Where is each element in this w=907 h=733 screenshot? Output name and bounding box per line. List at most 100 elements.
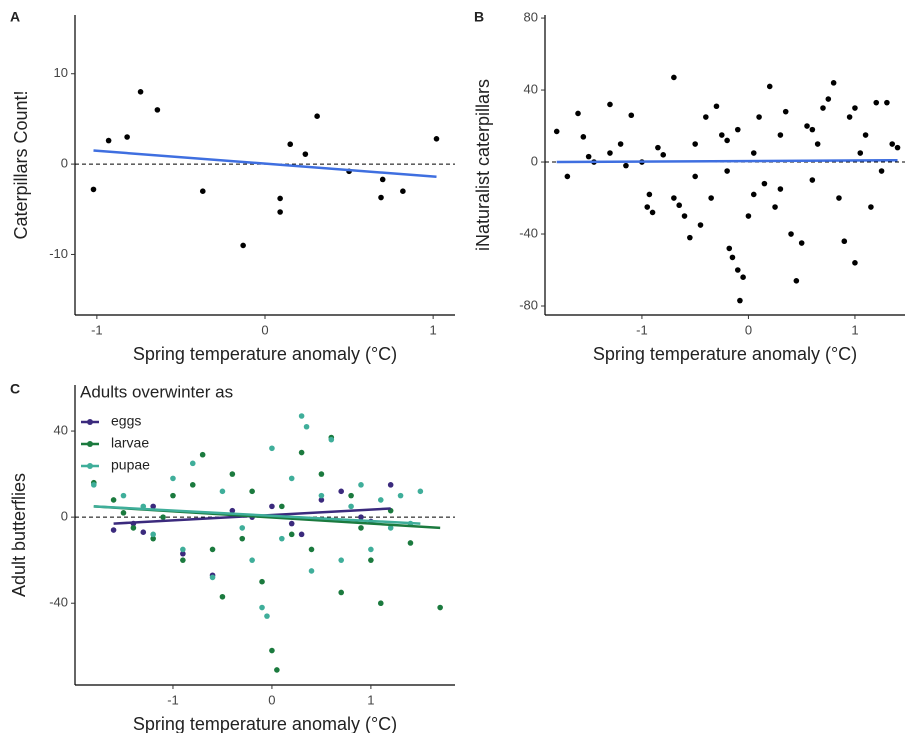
fit-line [93,505,421,525]
legend-dot [87,419,93,425]
point [379,176,386,183]
y-axis-label: Caterpillars Count! [11,90,31,239]
x-axis-label: Spring temperature anomaly (°C) [133,344,397,364]
point [734,126,741,133]
point [189,460,196,467]
point [274,667,280,673]
legend-label: eggs [111,413,141,429]
point [277,195,283,202]
y-tick-label: -40 [49,595,68,610]
point [809,177,816,183]
legend-dot [87,463,93,469]
y-tick-label: -10 [49,246,68,261]
legend-title: Adults overwinter as [80,382,233,401]
point [708,195,714,201]
point [110,497,117,503]
point [189,482,196,488]
point [798,240,805,246]
point [873,99,880,106]
point [120,510,127,516]
point [318,497,325,503]
point [607,101,613,108]
point [348,492,354,499]
point [687,234,693,241]
point [852,260,858,266]
point [318,492,325,499]
x-tick-label: 0 [745,322,752,337]
point [288,520,295,527]
point [804,123,810,129]
legend-label: larvae [111,435,149,451]
y-tick-label: 10 [54,65,68,80]
point [90,186,97,193]
point [761,180,768,187]
point [209,574,216,581]
point [623,162,629,169]
y-tick-label: 0 [61,509,68,524]
point [646,191,653,198]
point [756,114,762,120]
point [437,604,443,611]
point [407,540,414,546]
point [259,604,265,611]
y-axis-label: Adult butterflies [9,473,29,597]
point [777,186,784,192]
point [825,96,832,102]
point [387,482,394,488]
point [852,105,858,111]
point [180,546,186,553]
legend-dot [87,441,93,447]
x-tick-label: -1 [636,322,648,337]
point [766,83,773,90]
point [607,150,613,156]
point [124,134,130,140]
point [314,113,320,120]
point [649,209,656,216]
point [814,141,821,147]
point [229,507,236,514]
x-tick-label: 0 [268,692,275,707]
point [298,413,305,419]
point [358,482,364,488]
panel-label: B [474,9,484,25]
point [782,108,789,115]
point [287,141,294,148]
point [655,144,661,151]
point [338,488,344,495]
point [585,153,592,160]
point [400,188,406,195]
point [433,135,440,142]
point [150,503,156,510]
point [318,471,325,477]
point [617,141,624,147]
panel-label: A [10,9,20,25]
fit-line [93,149,437,178]
point [397,492,404,499]
point [575,110,581,117]
y-tick-label: -40 [519,225,538,240]
point [734,267,741,273]
point [846,114,853,120]
point [724,168,730,174]
fit-line [556,158,898,164]
x-axis-label: Spring temperature anomaly (°C) [593,344,857,364]
point [737,297,743,304]
point [628,112,635,119]
point [841,238,848,245]
point [836,195,842,201]
point [150,531,156,538]
point [180,550,186,557]
panel-label: C [10,381,20,397]
point [199,188,206,195]
point [368,546,374,553]
point [303,423,310,430]
point [809,126,816,133]
point [884,99,890,106]
x-tick-label: -1 [91,322,103,337]
point [288,531,295,538]
point [264,613,270,619]
point [338,589,344,596]
point [170,475,176,482]
point [91,482,97,488]
point [660,152,667,158]
